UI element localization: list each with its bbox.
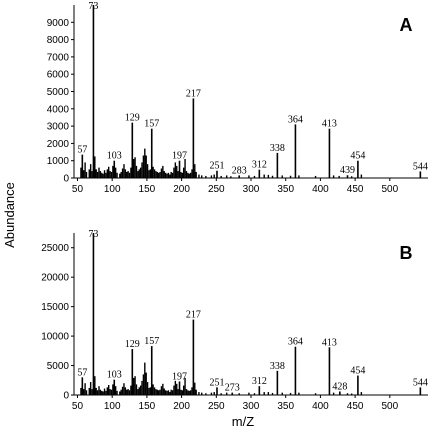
- x-tick-label: 500: [381, 184, 398, 195]
- x-tick-label: 200: [173, 401, 190, 412]
- peak-label-413: 413: [322, 337, 337, 348]
- peak-label-544: 544: [413, 161, 428, 172]
- peak-label-129: 129: [125, 113, 140, 124]
- x-tick-label: 300: [243, 401, 260, 412]
- peak-label-454: 454: [350, 151, 365, 162]
- y-tick-label: 1000: [47, 156, 70, 167]
- peak-label-251: 251: [209, 161, 224, 172]
- x-tick-label: 500: [381, 401, 398, 412]
- peak-label-157: 157: [144, 119, 159, 130]
- x-tick-label: 250: [208, 184, 225, 195]
- peak-label-544: 544: [413, 377, 428, 388]
- y-axis-title: Abundance: [2, 182, 17, 248]
- x-tick-label: 100: [104, 401, 121, 412]
- x-tick-label: 150: [139, 184, 156, 195]
- peak-label-197: 197: [172, 151, 187, 162]
- peak-label-364: 364: [288, 337, 303, 348]
- peak-label-338: 338: [270, 361, 285, 372]
- y-tick-label: 0: [63, 391, 69, 402]
- peak-label-73: 73: [88, 229, 98, 240]
- spectrum-panel-a: 0 1000 2000 3000 4000 5000 6000 7000 8000 9000 50 1…: [47, 1, 428, 195]
- panel-letter-b: B: [400, 243, 413, 263]
- x-tick-label: 400: [312, 184, 329, 195]
- panel-letter-a: A: [400, 15, 413, 35]
- peak-label-217: 217: [186, 310, 201, 321]
- y-tick-label: 15000: [41, 302, 69, 313]
- x-tick-label: 300: [243, 184, 260, 195]
- x-tick-label: 200: [173, 184, 190, 195]
- peak-label-454: 454: [350, 366, 365, 377]
- peak-label-283: 283: [232, 165, 247, 176]
- x-tick-label: 350: [277, 184, 294, 195]
- peak-label-73: 73: [88, 1, 98, 12]
- peak-label-364: 364: [288, 114, 303, 125]
- x-tick-label: 450: [347, 401, 364, 412]
- y-tick-label: 4000: [47, 104, 70, 115]
- x-tick-label: 400: [312, 401, 329, 412]
- y-tick-label: 25000: [41, 243, 69, 254]
- x-axis-title: m/Z: [232, 414, 254, 429]
- peak-label-439: 439: [340, 165, 355, 176]
- x-tick-label: 350: [277, 401, 294, 412]
- y-tick-label: 20000: [41, 273, 69, 284]
- x-tick-label: 250: [208, 401, 225, 412]
- y-tick-label: 2000: [47, 139, 70, 150]
- y-tick-label: 9000: [47, 18, 70, 29]
- peak-label-57: 57: [77, 145, 87, 156]
- peak-label-157: 157: [144, 336, 159, 347]
- x-tick-label: 100: [104, 184, 121, 195]
- spectrum-panel-b: 0 5000 10000 15000 20000 25000 50 100 150 200 250 3…: [41, 229, 428, 412]
- y-tick-label: 5000: [47, 361, 70, 372]
- peak-label-103: 103: [107, 370, 122, 381]
- peak-label-129: 129: [125, 339, 140, 350]
- peak-label-273: 273: [225, 383, 240, 394]
- peak-label-338: 338: [270, 143, 285, 154]
- peak-label-217: 217: [186, 88, 201, 99]
- peak-label-413: 413: [322, 119, 337, 130]
- y-tick-label: 3000: [47, 122, 70, 133]
- peak-label-251: 251: [209, 377, 224, 388]
- y-tick-label: 5000: [47, 87, 70, 98]
- y-tick-label: 0: [63, 174, 69, 185]
- peak-label-103: 103: [107, 151, 122, 162]
- x-tick-label: 150: [139, 401, 156, 412]
- peak-label-312: 312: [252, 376, 267, 387]
- peak-label-57: 57: [77, 367, 87, 378]
- peak-label-197: 197: [172, 371, 187, 382]
- x-tick-label: 450: [347, 184, 364, 195]
- y-tick-label: 6000: [47, 70, 70, 81]
- x-tick-label: 50: [72, 401, 84, 412]
- y-tick-label: 8000: [47, 35, 70, 46]
- peak-label-312: 312: [252, 160, 267, 171]
- x-tick-label: 50: [72, 184, 84, 195]
- y-tick-label: 10000: [41, 332, 69, 343]
- peak-label-428: 428: [332, 381, 347, 392]
- y-tick-label: 7000: [47, 52, 70, 63]
